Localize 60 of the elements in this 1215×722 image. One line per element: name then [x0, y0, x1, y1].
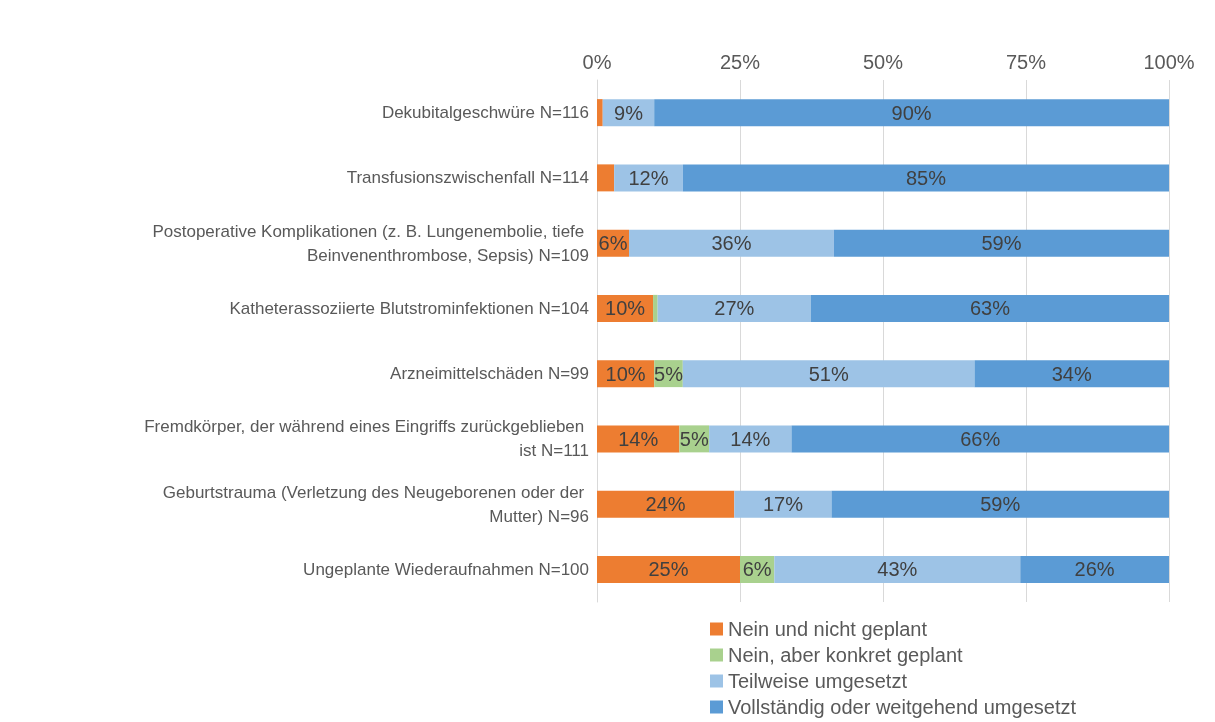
- legend-label: Nein, aber konkret geplant: [728, 644, 964, 666]
- y-tick-label: Katheterassoziierte Blutstrominfektionen N=104: [229, 298, 589, 318]
- x-tick-label: 50%: [862, 51, 904, 73]
- x-tick-label: 75%: [1005, 51, 1047, 73]
- data-label: 14%: [730, 427, 771, 450]
- bar: [654, 99, 1169, 127]
- legend-label: Teilweise umgesetzt: [728, 670, 908, 692]
- bar: [682, 360, 975, 388]
- data-label: 90%: [891, 101, 932, 124]
- y-tick-label: Geburtstrauma (Verletzung des Neugeborenen oder der Mutter) N=96: [162, 482, 589, 526]
- data-label: 36%: [711, 232, 752, 255]
- data-label: 24%: [645, 493, 686, 516]
- bar: [657, 294, 811, 322]
- data-label: 17%: [762, 493, 804, 516]
- bar: [831, 490, 1169, 518]
- data-label: 26%: [1074, 558, 1115, 581]
- bar: [597, 164, 615, 192]
- x-tick-label: 25%: [719, 51, 761, 73]
- data-label: 85%: [905, 166, 947, 189]
- data-label: 43%: [877, 558, 918, 581]
- bar: [833, 229, 1169, 257]
- data-label: 51%: [808, 362, 849, 385]
- bar: [629, 229, 834, 257]
- y-tick-label: Transfusionszwischenfall N=114: [346, 168, 589, 188]
- bar: [597, 555, 740, 583]
- data-label: 12%: [628, 166, 669, 189]
- data-label: 59%: [980, 493, 1021, 516]
- bar: [597, 490, 735, 518]
- bar: [974, 360, 1169, 388]
- bar: [682, 164, 1169, 192]
- data-label: 59%: [981, 232, 1022, 255]
- y-tick-label: Fremdkörper, der während eines Eingriffs zurückgeblieben ist N=111: [144, 417, 589, 461]
- bar: [597, 99, 603, 127]
- y-tick-label: Ungeplante Wiederaufnahmen N=100: [303, 559, 589, 579]
- y-tick-label: Arzneimittelschäden N=99: [390, 364, 589, 384]
- bar: [810, 294, 1169, 322]
- data-label: 6%: [742, 558, 772, 581]
- data-label: 25%: [648, 558, 689, 581]
- legend-label: Vollständig oder weitgehend umgesetzt: [728, 696, 1077, 718]
- x-tick-label: 0%: [582, 51, 612, 73]
- x-tick-label: 100%: [1143, 51, 1195, 73]
- y-tick-label: Postoperative Komplikationen (z. B. Lungenembolie, tiefe Beinvenenthrombose, Sepsis) N=109: [152, 221, 589, 265]
- legend-label: Nein und nicht geplant: [728, 618, 928, 640]
- data-label: 27%: [714, 297, 755, 320]
- y-tick-label: Dekubitalgeschwüre N=116: [381, 103, 589, 123]
- data-label: 63%: [969, 297, 1011, 320]
- bar: [791, 425, 1169, 453]
- bar: [774, 555, 1021, 583]
- data-label: 66%: [960, 427, 1001, 450]
- bar: [653, 294, 658, 322]
- data-label: 5%: [679, 427, 709, 450]
- bar: [734, 490, 832, 518]
- data-label: 14%: [618, 427, 659, 450]
- bar: [1020, 555, 1169, 583]
- data-label: 5%: [654, 362, 684, 385]
- data-label: 6%: [598, 232, 628, 255]
- data-label: 10%: [605, 362, 646, 385]
- data-label: 10%: [605, 297, 646, 320]
- data-label: 34%: [1051, 362, 1092, 385]
- data-label: 9%: [614, 101, 644, 124]
